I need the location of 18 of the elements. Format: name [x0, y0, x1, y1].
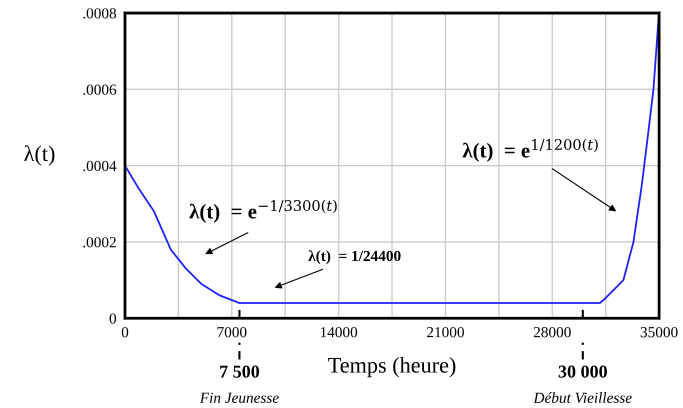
- annotation: λ(t) = 1/24400: [308, 250, 401, 264]
- x-tick-label: 14000: [320, 327, 358, 338]
- x-tick-label: 0: [122, 327, 128, 338]
- x-axis-title: Temps (heure): [328, 357, 456, 378]
- x-tick-label: 35000: [640, 327, 678, 338]
- y-tick-label: .0004: [83, 160, 116, 172]
- y-tick-label: .0006: [83, 84, 116, 95]
- y-tick-label: .0002: [83, 237, 116, 248]
- y-tick-label: 0: [110, 313, 116, 324]
- ref-line-label: 7 500 Fin Jeunesse: [200, 366, 279, 403]
- y-tick-label: .0008: [83, 8, 116, 19]
- x-tick-label: 28000: [534, 327, 571, 338]
- ref-line-label: 30 000 Début Vieillesse: [533, 366, 632, 404]
- x-tick-label: 21000: [427, 327, 464, 338]
- y-axis-title: λ(t): [24, 145, 54, 166]
- annotation: λ(t) = e$^{−1/3300(t)}$: [189, 200, 337, 223]
- x-tick-label: 7000: [218, 327, 247, 338]
- annotation: λ(t) = e$^{1/1200(t)}$: [462, 138, 598, 162]
